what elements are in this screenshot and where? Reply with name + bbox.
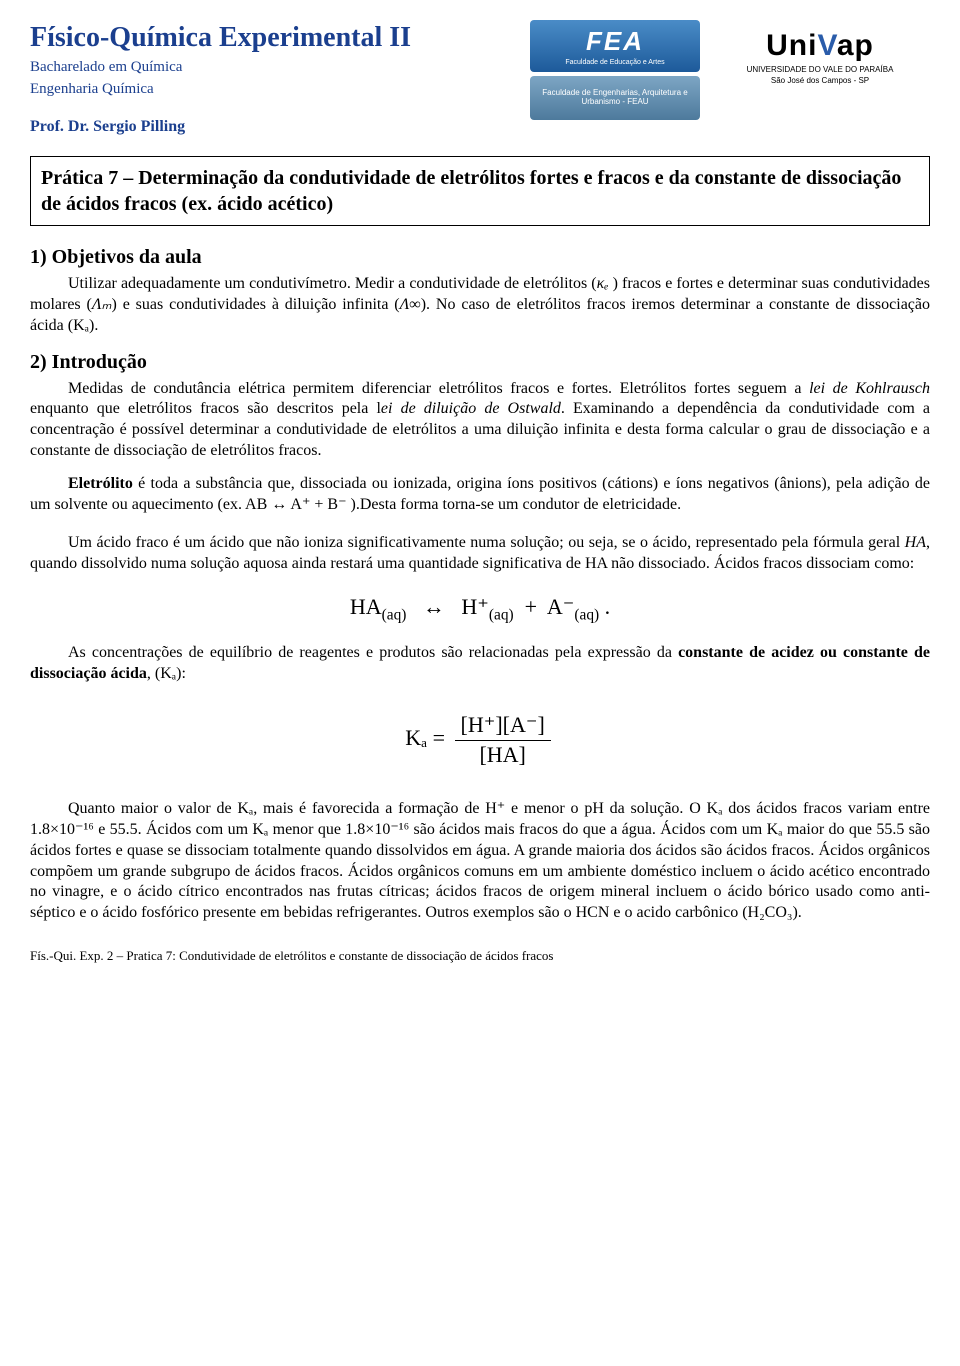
p4-c: , (Kₐ): xyxy=(147,665,186,682)
dissociation-equation: HA(aq) ↔ H⁺(aq) + A⁻(aq) . xyxy=(30,593,930,625)
section1-body: Utilizar adequadamente um condutivímetro… xyxy=(30,274,930,336)
section2-para2: Eletrólito é toda a substância que, diss… xyxy=(30,474,930,516)
eq1-arrow: ↔ xyxy=(423,594,445,619)
fea-logo: FEA Faculdade de Educação e Artes xyxy=(530,20,700,72)
lambda-m-symbol: Λₘ xyxy=(92,296,112,313)
practice-title-box: Prática 7 – Determinação da condutividad… xyxy=(30,156,930,226)
p1-b: enquanto que eletrólitos fracos são desc… xyxy=(30,400,381,417)
ka-equation: Kₐ = [H⁺][A⁻] [HA] xyxy=(30,711,930,769)
p1-a: Medidas de condutância elétrica permitem… xyxy=(68,380,809,397)
fea-feau-logo-stack: FEA Faculdade de Educação e Artes Faculd… xyxy=(530,20,700,120)
univap-logo-main: UniVap xyxy=(766,26,874,65)
univap-logo: UniVap UNIVERSIDADE DO VALE DO PARAÍBA S… xyxy=(710,20,930,92)
univap-pre: Uni xyxy=(766,29,817,62)
page-header: Físico-Química Experimental II Bacharela… xyxy=(30,20,930,138)
feau-logo: Faculdade de Engenharias, Arquitetura e … xyxy=(530,76,700,120)
s1-mid2: ) e suas condutividades à diluição infin… xyxy=(112,296,400,313)
eq1-period: . xyxy=(599,594,610,619)
professor-name: Prof. Dr. Sergio Pilling xyxy=(30,117,411,138)
eq1-plus: + xyxy=(525,594,537,619)
kappa-e-symbol: κₑ xyxy=(597,275,609,292)
course-title: Físico-Química Experimental II xyxy=(30,20,411,56)
section2-para5: Quanto maior o valor de Kₐ, mais é favor… xyxy=(30,799,930,924)
section2-para1: Medidas de condutância elétrica permitem… xyxy=(30,379,930,462)
univap-sub2: São José dos Campos - SP xyxy=(771,76,869,86)
eq1-r2-sub: (aq) xyxy=(574,606,599,623)
eq1-lhs-sub: (aq) xyxy=(382,606,407,623)
fea-logo-main: FEA xyxy=(586,25,644,59)
feau-logo-text: Faculdade de Engenharias, Arquitetura e … xyxy=(530,89,700,107)
ka-lhs: Kₐ = xyxy=(405,725,450,750)
p2-b: é toda a substância que, dissociada ou i… xyxy=(30,475,930,513)
eq1-r1-sub: (aq) xyxy=(489,606,514,623)
p3-a: Um ácido fraco é um ácido que não ioniza… xyxy=(68,534,905,551)
ha-formula: HA xyxy=(905,534,926,551)
ostwald-law: ei de diluição de Ostwald xyxy=(381,400,561,417)
eq1-r1: H⁺ xyxy=(461,594,489,619)
s1-pre: Utilizar adequadamente um condutivímetro… xyxy=(68,275,597,292)
univap-post: ap xyxy=(837,29,874,62)
logo-group: FEA Faculdade de Educação e Artes Faculd… xyxy=(530,20,930,138)
p4-a: As concentrações de equilíbrio de reagen… xyxy=(68,644,678,661)
univap-accent: V xyxy=(817,29,836,62)
page-footer: Fís.-Qui. Exp. 2 – Pratica 7: Condutivid… xyxy=(30,948,930,965)
section1-heading: 1) Objetivos da aula xyxy=(30,244,930,270)
ka-numerator: [H⁺][A⁻] xyxy=(455,711,551,741)
degree-line-2: Engenharia Química xyxy=(30,80,411,100)
ka-fraction: [H⁺][A⁻] [HA] xyxy=(455,711,551,769)
kohlrausch-law: lei de Kohlrausch xyxy=(809,380,930,397)
section2-heading: 2) Introdução xyxy=(30,349,930,375)
eq1-lhs: HA xyxy=(350,594,382,619)
degree-line-1: Bacharelado em Química xyxy=(30,58,411,78)
fea-logo-sub: Faculdade de Educação e Artes xyxy=(565,58,664,67)
header-left-block: Físico-Química Experimental II Bacharela… xyxy=(30,20,411,138)
ka-denominator: [HA] xyxy=(455,741,551,770)
electrolyte-term: Eletrólito xyxy=(68,475,133,492)
univap-sub1: UNIVERSIDADE DO VALE DO PARAÍBA xyxy=(747,65,894,75)
eq1-r2: A⁻ xyxy=(547,594,575,619)
section2-para3: Um ácido fraco é um ácido que não ioniza… xyxy=(30,533,930,575)
section2-para4: As concentrações de equilíbrio de reagen… xyxy=(30,643,930,685)
lambda-inf-symbol: Λ∞ xyxy=(400,296,421,313)
